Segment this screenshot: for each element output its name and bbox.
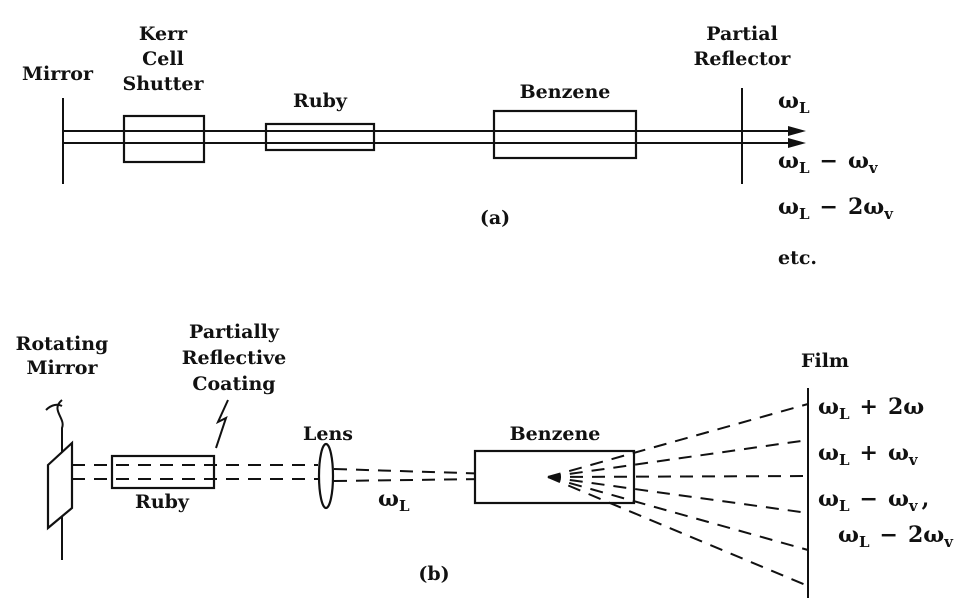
mirror-label: Mirror [22, 63, 94, 85]
lens-shape [317, 442, 335, 510]
rotating-mirror-axis [56, 399, 64, 560]
fan-beam-1 [547, 403, 809, 478]
fan-beam-6 [547, 476, 809, 587]
film-omega-l-plus-2omega: ωL +2ω [818, 394, 924, 423]
coating-pointer-icon [215, 399, 229, 449]
partial-reflector-label-line2: Reflector [694, 48, 792, 70]
benzene-label-b: Benzene [510, 423, 601, 445]
arrowhead-lower [788, 138, 806, 148]
kerr-label-line2: Cell [142, 48, 184, 70]
ruby-box-a [264, 122, 376, 152]
coating-label-line1: Partially [189, 321, 280, 343]
ruby-label-b: Ruby [135, 491, 190, 513]
arrowhead-upper [788, 126, 806, 136]
output-omega-l-minus-v: ωL − ωv [778, 148, 879, 177]
rotation-arrow-icon [45, 403, 63, 411]
output-omega-l: ωL [778, 88, 810, 117]
film-omega-l-plus-v: ωL + ωv [818, 440, 919, 469]
diagram-a: Mirror Kerr Cell Shutter Ruby Benzene Pa… [22, 23, 894, 269]
coating-label-line2: Reflective [182, 347, 286, 369]
diagram-b: Rotating Mirror Partially Reflective Coa… [16, 321, 954, 598]
coating-label-line3: Coating [192, 373, 275, 395]
output-etc: etc. [778, 247, 817, 269]
lens-label: Lens [303, 423, 353, 445]
rotating-mirror-label-line1: Rotating [16, 333, 109, 355]
beam-omega-l: ωL [378, 486, 410, 515]
film-omega-l-minus-v: ωL − ωv, [818, 486, 929, 515]
caption-b: (b) [418, 563, 449, 585]
partial-reflector-label-line1: Partial [706, 23, 778, 45]
film-omega-l-minus-2v: ωL −2ωv [838, 522, 954, 551]
film-label: Film [801, 350, 849, 372]
caption-a: (a) [480, 207, 510, 229]
ruby-label-a: Ruby [293, 90, 348, 112]
kerr-label-line1: Kerr [139, 23, 188, 45]
fan-beam-5 [547, 476, 809, 551]
kerr-cell-box [122, 114, 206, 164]
kerr-label-line3: Shutter [122, 73, 204, 95]
ruby-box-b [110, 454, 216, 490]
output-omega-l-minus-2v: ωL −2ωv [778, 194, 894, 223]
benzene-box-a [492, 109, 638, 160]
rotating-mirror-label-line2: Mirror [27, 357, 99, 379]
benzene-label-a: Benzene [520, 81, 611, 103]
rotating-mirror-plate [46, 440, 74, 531]
